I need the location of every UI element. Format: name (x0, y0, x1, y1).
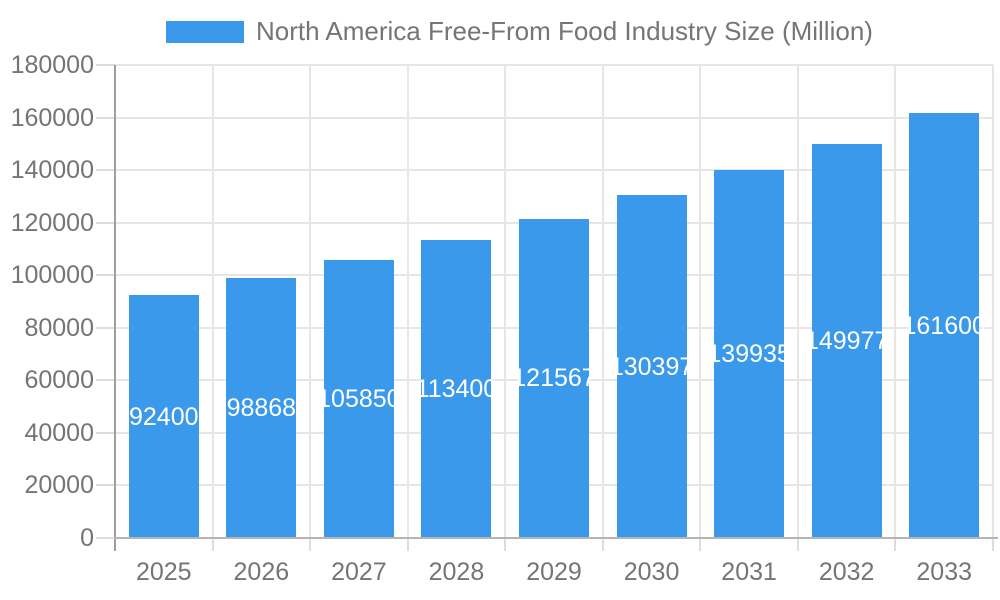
y-gridline (115, 64, 993, 66)
y-axis-tick-label: 80000 (24, 313, 94, 342)
x-gridline (211, 65, 214, 538)
x-gridline (894, 65, 897, 538)
x-axis-tick-label: 2031 (721, 558, 777, 586)
x-gridline (699, 65, 702, 538)
bar-2026 (226, 278, 297, 538)
bar-value-label: 161600 (902, 311, 986, 340)
x-gridline (796, 65, 799, 538)
x-tick-mark (309, 538, 312, 551)
x-gridline (406, 65, 409, 538)
y-tick-mark (96, 537, 115, 539)
bar-2033 (909, 113, 980, 538)
y-tick-mark (96, 221, 115, 224)
bar-value-label: 121567 (512, 364, 596, 393)
y-tick-mark (96, 379, 115, 382)
chart-legend[interactable]: North America Free-From Food Industry Si… (166, 18, 873, 45)
y-tick-mark (96, 326, 115, 329)
x-axis-line (114, 537, 998, 539)
x-axis-tick-label: 2032 (818, 558, 875, 586)
y-tick-mark (96, 484, 115, 487)
x-axis-tick-label: 2030 (623, 558, 680, 586)
bar-value-label: 98868 (226, 394, 297, 423)
y-gridline (115, 116, 993, 119)
x-tick-mark (504, 538, 507, 551)
x-tick-mark (211, 538, 214, 551)
x-axis-tick-label: 2033 (916, 558, 973, 586)
bar-2029 (519, 218, 589, 538)
x-tick-mark (406, 538, 409, 551)
x-axis-tick-label: 2029 (526, 558, 582, 586)
x-gridline (601, 65, 604, 538)
bar-2031 (714, 170, 785, 538)
y-axis-tick-label: 100000 (10, 261, 94, 290)
y-axis-tick-label: 20000 (24, 471, 94, 500)
y-axis-tick-label: 60000 (24, 366, 94, 395)
bar-2027 (323, 259, 394, 538)
y-axis-tick-label: 160000 (10, 103, 94, 132)
bar-value-label: 139935 (707, 340, 791, 369)
x-axis-tick-label: 2025 (135, 558, 192, 586)
x-tick-mark (992, 538, 994, 551)
x-gridline (309, 65, 312, 538)
bar-2025 (128, 295, 199, 538)
bar-value-label: 105850 (317, 384, 401, 413)
legend-label: North America Free-From Food Industry Si… (256, 16, 873, 46)
bar-2028 (421, 240, 492, 538)
x-tick-mark (601, 538, 604, 551)
legend-swatch (166, 20, 244, 43)
y-tick-mark (96, 169, 115, 172)
y-tick-mark (96, 431, 115, 434)
y-gridline (115, 169, 993, 172)
y-axis-tick-label: 180000 (10, 51, 94, 79)
x-tick-mark (894, 538, 897, 551)
y-tick-mark (96, 274, 115, 277)
bar-value-label: 149977 (804, 326, 889, 355)
bar-2032 (811, 143, 882, 538)
x-axis-tick-label: 2026 (233, 558, 290, 586)
x-axis-tick-label: 2028 (428, 558, 485, 586)
y-axis-line (114, 65, 116, 551)
bar-2030 (616, 195, 687, 538)
bar-value-label: 130397 (609, 352, 694, 381)
x-gridline (992, 65, 994, 538)
x-axis-tick-label: 2027 (331, 558, 387, 586)
bar-value-label: 92400 (129, 402, 199, 431)
y-axis-tick-label: 140000 (10, 156, 94, 185)
x-tick-mark (796, 538, 799, 551)
x-tick-mark (699, 538, 702, 551)
y-tick-mark (96, 64, 115, 66)
y-tick-mark (96, 116, 115, 119)
y-axis-tick-label: 120000 (10, 208, 94, 237)
bar-value-label: 113400 (415, 375, 498, 403)
y-axis-tick-label: 0 (80, 524, 94, 552)
x-gridline (504, 65, 507, 538)
y-axis-tick-label: 40000 (24, 418, 94, 447)
